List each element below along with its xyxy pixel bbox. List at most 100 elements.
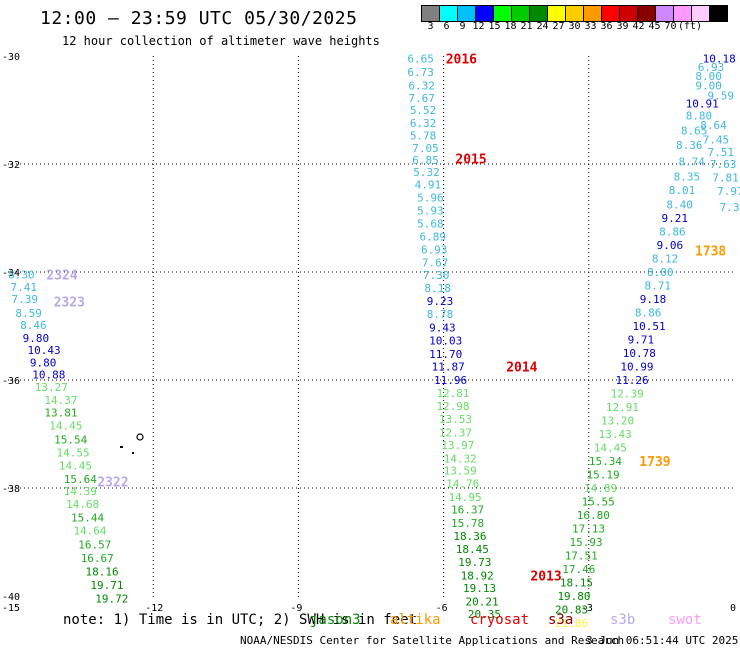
pass-time-label: 2016	[446, 53, 477, 68]
colorbar-label: 15	[488, 21, 501, 32]
wave-height-value: 6.65	[407, 53, 434, 66]
lat-tick-label: -32	[2, 160, 20, 171]
island-dot	[120, 446, 123, 448]
lon-tick-label: -3	[581, 603, 593, 614]
colorbar-label: (ft)	[678, 21, 703, 32]
island-marks	[120, 433, 144, 454]
wave-height-value: 9.21	[662, 212, 689, 225]
wave-height-value: 15.64	[64, 473, 97, 486]
wave-height-value: 8.86	[659, 226, 686, 239]
satellite-legend-item: s3b	[610, 612, 636, 628]
wave-height-value: 20.21	[465, 595, 498, 608]
wave-height-value: 14.68	[66, 498, 99, 511]
wave-height-value: 5.78	[410, 129, 437, 142]
lon-tick-label: -6	[436, 603, 448, 614]
wave-height-value: 11.87	[432, 361, 465, 374]
wave-height-value: 8.00	[695, 70, 722, 83]
wave-height-value: 13.97	[441, 439, 474, 452]
map-grid	[8, 56, 734, 600]
wave-height-value: 14.45	[594, 442, 627, 455]
wave-height-value: 13.53	[439, 413, 472, 426]
island-circle	[136, 433, 144, 441]
wave-height-value: 9.80	[23, 332, 50, 345]
wave-height-value: 14.32	[444, 452, 477, 465]
colorbar-label: 9	[459, 21, 466, 32]
wave-height-value: 5.32	[413, 166, 440, 179]
wave-height-value: 7.97	[717, 185, 740, 198]
altimeter-pass: 6.656.736.327.675.526.325.787.056.855.32…	[407, 53, 561, 621]
wave-height-value: 8.40	[666, 199, 693, 212]
lon-tick-label: -12	[145, 603, 163, 614]
wave-height-value: 6.32	[410, 117, 437, 130]
wave-height-value: 9.06	[657, 239, 684, 252]
wave-height-value: 5.93	[417, 204, 444, 217]
wave-height-value: 8.65	[681, 125, 708, 138]
wave-height-value: 6.73	[407, 66, 434, 79]
wave-height-value: 12.98	[436, 400, 469, 413]
colorbar-label: 70	[664, 21, 677, 32]
colorbar-swatch	[709, 5, 728, 22]
wave-height-value: 8.18	[424, 282, 451, 295]
wave-height-value: 9.00	[695, 80, 722, 93]
colorbar-label: 21	[520, 21, 533, 32]
wave-height-value: 4.91	[415, 179, 442, 192]
wave-height-value: 8.12	[652, 253, 679, 266]
wave-height-value: 8.30	[8, 269, 34, 282]
wave-height-value: 15.44	[71, 512, 104, 525]
wave-height-value: 18.92	[461, 569, 494, 582]
wave-height-value: 5.52	[410, 104, 437, 117]
wave-height-value: 20.35	[468, 608, 501, 621]
wave-height-value: 14.45	[59, 459, 92, 472]
lat-tick-label: -30	[2, 52, 20, 63]
colorbar-label: 3	[427, 21, 434, 32]
lat-tick-label: -38	[2, 484, 20, 495]
wave-height-value: 15.93	[570, 536, 603, 549]
wave-height-value: 18.45	[456, 543, 489, 556]
wave-height-value: 8.01	[669, 184, 696, 197]
altimeter-pass: 8.307.417.398.598.469.8010.439.8010.8813…	[8, 269, 128, 606]
wave-height-value: 7.41	[11, 281, 38, 294]
wave-height-value: 10.99	[620, 361, 653, 374]
colorbar-label: 39	[616, 21, 629, 32]
wave-height-value: 8.46	[20, 319, 47, 332]
wave-height-value: 17.51	[565, 550, 598, 563]
wave-height-value: 14.64	[73, 525, 106, 538]
wave-height-value: 9.18	[640, 293, 667, 306]
wave-height-value: 10.18	[703, 53, 736, 66]
wave-height-value: 16.37	[451, 504, 484, 517]
wave-height-value: 8.80	[686, 109, 713, 122]
wave-height-value: 10.78	[623, 347, 656, 360]
wave-height-value: 6.89	[420, 230, 447, 243]
wave-height-value: 11.26	[616, 374, 649, 387]
wave-height-value: 12.37	[439, 426, 472, 439]
wave-height-value: 15.78	[451, 517, 484, 530]
wave-height-value: 20.83	[555, 604, 588, 617]
lat-tick-label: -36	[2, 376, 20, 387]
colorbar-label: 36	[600, 21, 613, 32]
footnote: note: 1) Time is in UTC; 2) SWH is in fe…	[63, 612, 418, 628]
wave-height-value: 6.85	[412, 154, 439, 167]
wave-height-value: 15.54	[54, 433, 87, 446]
wave-height-value: 8.00	[647, 266, 674, 279]
wave-height-value: 17.46	[562, 563, 595, 576]
wave-height-value: 7.63	[710, 158, 737, 171]
satellite-legend-item: altika	[390, 612, 441, 628]
wave-height-value: 14.95	[449, 491, 482, 504]
wave-height-value: 5.96	[417, 191, 444, 204]
wave-height-value: 7.81	[712, 172, 739, 185]
wave-height-value: 7.67	[422, 256, 449, 269]
pass-time-label: 1739	[639, 455, 670, 470]
wave-height-value: 7.67	[408, 92, 435, 105]
map-subtitle: 12 hour collection of altimeter wave hei…	[62, 34, 380, 48]
pass-time-label: 2013	[530, 569, 561, 584]
wave-height-value: 6.93	[421, 243, 448, 256]
lat-tick-label: -34	[2, 268, 20, 279]
colorbar-label: 33	[584, 21, 597, 32]
lat-tick-label: -40	[2, 592, 20, 603]
wave-height-value: 16.67	[81, 552, 114, 565]
wave-height-value: 8.71	[645, 280, 672, 293]
wave-height-value: 13.27	[35, 381, 68, 394]
wave-height-value: 15.34	[589, 455, 622, 468]
wave-height-value: 6.93	[698, 61, 725, 74]
